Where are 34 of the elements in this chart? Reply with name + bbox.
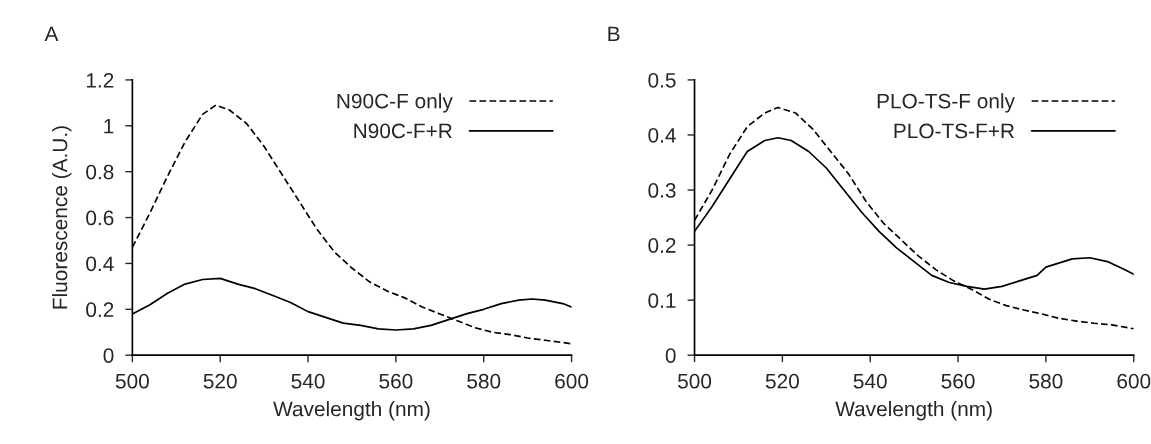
y-tick-label: 0.1 [648, 293, 676, 308]
chart-title: B [608, 26, 620, 42]
x-tick-label: 520 [765, 373, 799, 389]
x-tick-label: 600 [555, 373, 589, 389]
y-tick-label: 0.8 [86, 164, 114, 180]
x-axis-title: Wavelength (nm) [835, 401, 992, 421]
y-tick-label: 1.2 [86, 72, 114, 88]
x-tick-label: 580 [1029, 373, 1063, 389]
x-tick-label: 580 [467, 373, 501, 389]
x-axis-title: Wavelength (nm) [273, 401, 430, 421]
legend-label: N90C-F only [337, 93, 453, 113]
y-tick-label: 0 [665, 348, 676, 363]
y-tick-label: 0.2 [86, 302, 114, 318]
y-axis-title: Fluorescence (A.U.) [52, 126, 72, 309]
x-tick-label: 540 [291, 373, 325, 389]
y-tick-label: 0.6 [86, 210, 114, 226]
legend-label: PLO-TS-F+R [894, 123, 1015, 139]
y-tick-label: 0.2 [648, 238, 676, 253]
x-tick-label: 540 [853, 373, 887, 389]
legend-label: PLO-TS-F only [877, 93, 1015, 113]
y-tick-label: 0 [103, 348, 114, 363]
x-tick-label: 520 [203, 373, 237, 389]
chart-title: A [44, 26, 59, 42]
x-tick-label: 500 [115, 373, 149, 389]
x-tick-label: 600 [1117, 373, 1151, 389]
y-tick-label: 0.4 [648, 127, 676, 143]
legend-label: N90C-F+R [354, 123, 452, 139]
y-tick-label: 0.3 [648, 183, 676, 198]
y-tick-label: 0.5 [648, 72, 676, 88]
x-tick-label: 560 [379, 373, 413, 389]
y-tick-label: 1 [104, 119, 114, 134]
x-tick-label: 560 [941, 373, 975, 389]
y-tick-label: 0.4 [86, 256, 114, 272]
x-tick-label: 500 [677, 373, 712, 389]
